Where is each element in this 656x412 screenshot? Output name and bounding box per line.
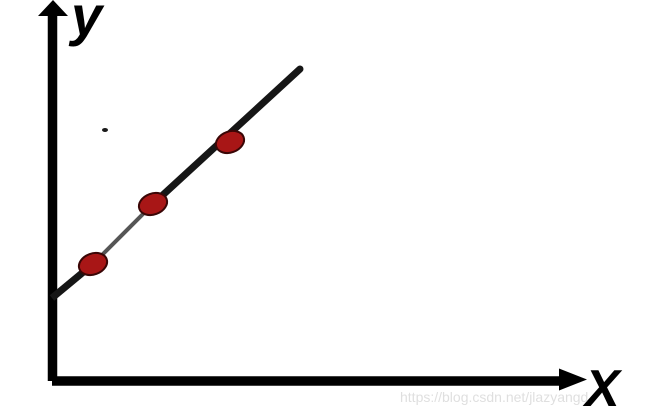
svg-text:y: y	[68, 0, 105, 47]
